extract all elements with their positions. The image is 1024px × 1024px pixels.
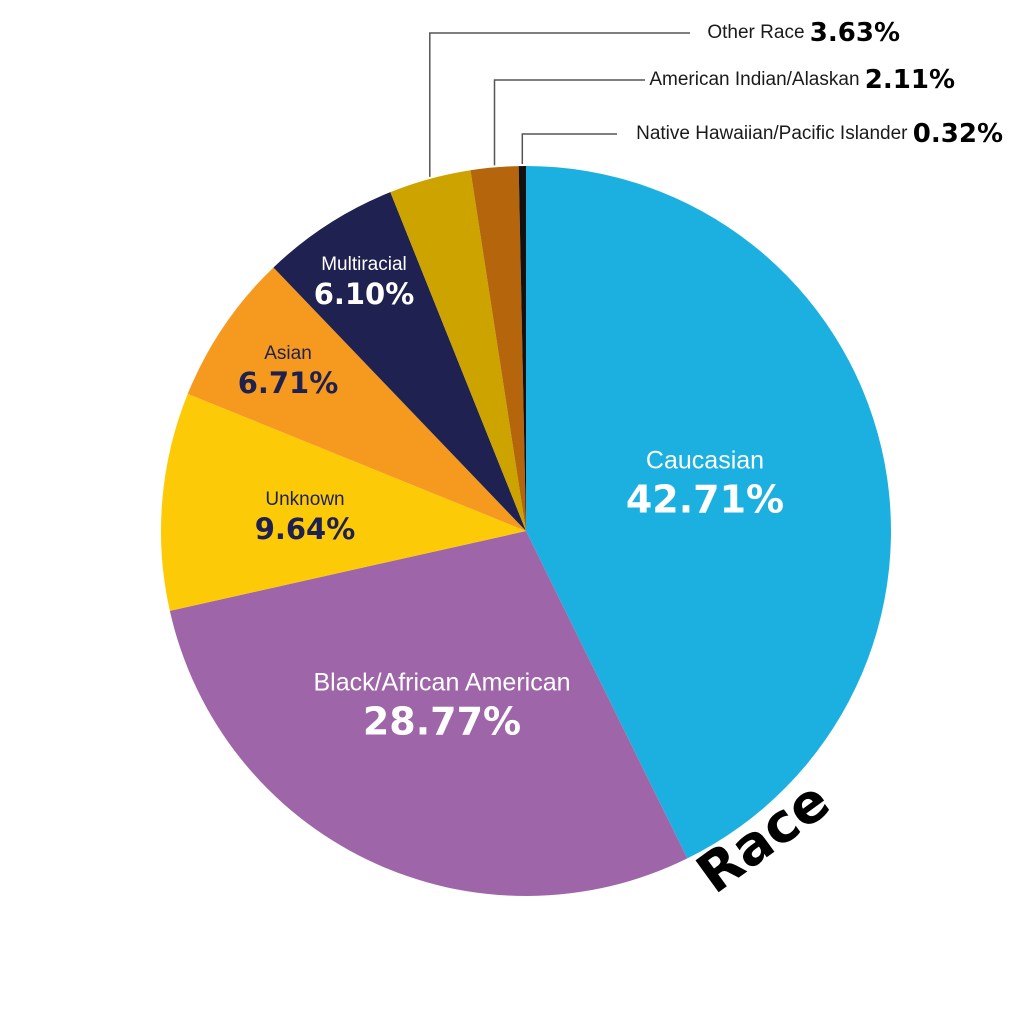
callout-value-native-hawaiian-pacific-islander: 0.32% [913, 119, 1003, 149]
callout-name-native-hawaiian-pacific-islander: Native Hawaiian/Pacific Islander [636, 123, 913, 144]
slice-label-black-african-american: Black/African American 28.77% [313, 669, 570, 744]
pie-slice-native-hawaiian-pacific-islander [518, 165, 526, 532]
slice-label-caucasian: Caucasian 42.71% [626, 447, 784, 522]
callout-value-other-race: 3.63% [810, 18, 900, 48]
pie-slices [160, 165, 891, 897]
pie-slice-multiracial [273, 192, 526, 531]
slice-name-caucasian: Caucasian [646, 447, 764, 475]
pie-slice-other-race [390, 170, 526, 531]
slice-name-unknown: Unknown [265, 489, 344, 510]
pie-slice-labels: Caucasian 42.71% Black/African American 28.… [238, 254, 784, 743]
callout-name-american-indian-alaskan: American Indian/Alaskan [649, 69, 864, 90]
slice-value-multiracial: 6.10% [314, 277, 415, 311]
slice-value-black-african-american: 28.77% [363, 700, 521, 744]
callout-american-indian-alaskan: American Indian/Alaskan 2.11% [493, 65, 955, 166]
pie-callouts: Other Race 3.63% American Indian/Alaskan … [429, 18, 1003, 177]
callout-line-other-race [429, 32, 690, 177]
callout-text-native-hawaiian-pacific-islander: Native Hawaiian/Pacific Islander 0.32% [636, 119, 1003, 149]
pie-slice-black-african-american [169, 531, 688, 897]
pie-slice-american-indian-alaskan [470, 166, 526, 531]
slice-value-unknown: 9.64% [255, 512, 356, 546]
callout-line-native-hawaiian-pacific-islander [521, 133, 617, 164]
slice-value-caucasian: 42.71% [626, 478, 784, 522]
pie-slice-asian [187, 267, 526, 531]
pie-slice-caucasian [526, 166, 891, 859]
callout-name-other-race: Other Race [707, 22, 809, 43]
callout-native-hawaiian-pacific-islander: Native Hawaiian/Pacific Islander 0.32% [521, 119, 1003, 164]
slice-name-multiracial: Multiracial [321, 254, 407, 275]
slice-name-asian: Asian [264, 343, 312, 364]
callout-value-american-indian-alaskan: 2.11% [865, 65, 955, 95]
slice-value-asian: 6.71% [238, 366, 339, 400]
callout-text-american-indian-alaskan: American Indian/Alaskan 2.11% [649, 65, 955, 95]
callout-text-other-race: Other Race 3.63% [707, 18, 900, 48]
callout-other-race: Other Race 3.63% [429, 18, 900, 177]
callout-line-american-indian-alaskan [493, 79, 645, 166]
pie-slice-unknown [160, 393, 526, 611]
slice-name-black-african-american: Black/African American [313, 669, 570, 697]
